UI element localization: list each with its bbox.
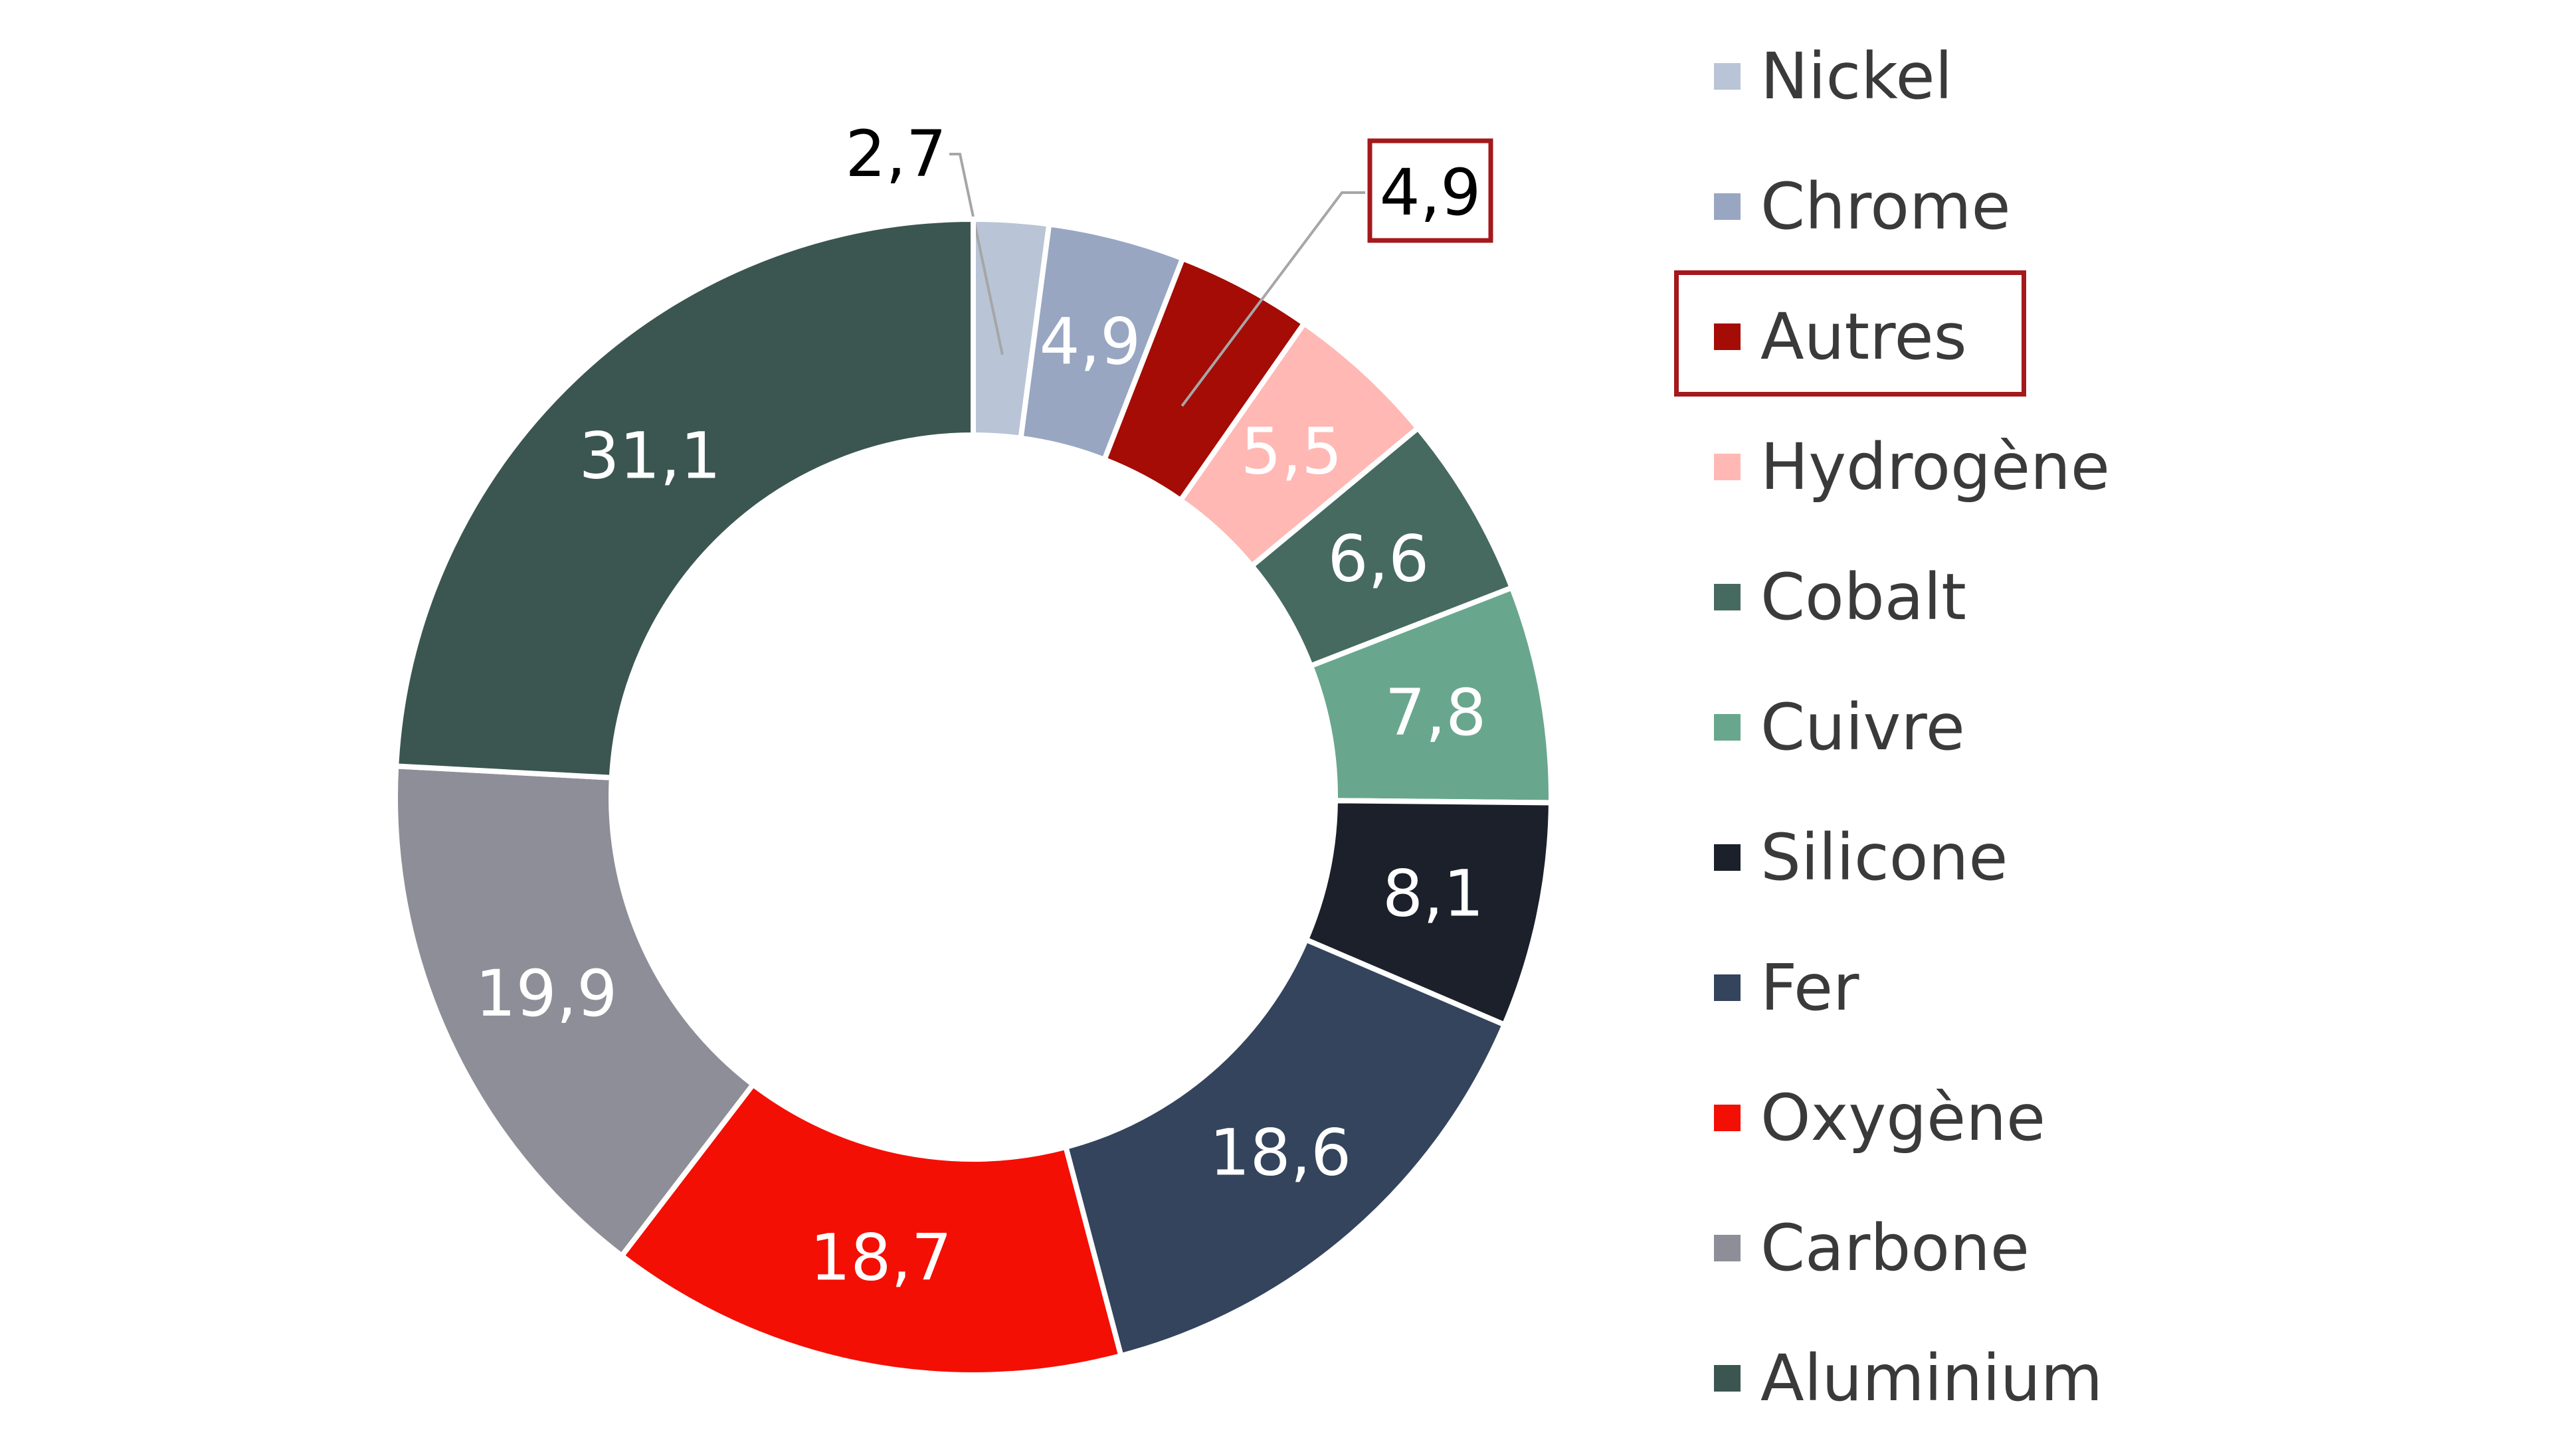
legend-swatch-cuivre xyxy=(1714,714,1741,741)
leader-line-nickel xyxy=(949,153,1004,355)
data-label-carbone: 19,9 xyxy=(476,956,618,1031)
legend-highlight-box-autres xyxy=(1674,270,2026,397)
data-label-autres: 4,9 xyxy=(1380,155,1481,230)
legend-item-carbone: Carbone xyxy=(1714,1212,2030,1285)
data-label-silicone: 8,1 xyxy=(1382,857,1484,931)
legend-swatch-silicone xyxy=(1714,844,1741,871)
legend-swatch-chrome xyxy=(1714,193,1741,220)
legend-item-autres: Autres xyxy=(1714,300,1967,373)
data-label-nickel: 2,7 xyxy=(845,117,947,191)
legend-swatch-cobalt xyxy=(1714,584,1741,610)
data-label-cobalt: 6,6 xyxy=(1327,521,1429,596)
legend-swatch-oxygene xyxy=(1714,1105,1741,1131)
legend-label-aluminium: Aluminium xyxy=(1760,1341,2103,1415)
legend-item-chrome: Chrome xyxy=(1714,170,2011,243)
slice-carbone xyxy=(393,763,757,1260)
data-label-cuivre: 7,8 xyxy=(1385,676,1487,750)
data-label-aluminium: 31,1 xyxy=(579,418,721,493)
legend-label-cobalt: Cobalt xyxy=(1760,560,1966,634)
legend-swatch-carbone xyxy=(1714,1235,1741,1261)
leader-line-autres xyxy=(1181,191,1365,407)
legend-item-hydrogene: Hydrogène xyxy=(1714,430,2110,503)
legend-item-fer: Fer xyxy=(1714,951,1859,1024)
legend-item-oxygene: Oxygène xyxy=(1714,1081,2045,1154)
legend-label-carbone: Carbone xyxy=(1760,1211,2030,1285)
data-label-fer: 18,6 xyxy=(1209,1116,1351,1190)
highlight-box-autres-value xyxy=(1367,138,1493,243)
slice-fer xyxy=(1062,936,1508,1359)
data-label-oxygene: 18,7 xyxy=(810,1221,952,1295)
legend-label-hydrogene: Hydrogène xyxy=(1760,430,2110,504)
legend-item-aluminium: Aluminium xyxy=(1714,1342,2103,1415)
legend-label-oxygene: Oxygène xyxy=(1760,1081,2046,1155)
legend-swatch-aluminium xyxy=(1714,1365,1741,1392)
legend-label-silicone: Silicone xyxy=(1760,820,2008,895)
legend-label-autres: Autres xyxy=(1760,300,1967,374)
slice-oxygene xyxy=(618,1081,1125,1378)
legend-swatch-nickel xyxy=(1714,63,1741,90)
legend-label-chrome: Chrome xyxy=(1760,169,2011,244)
legend-swatch-autres xyxy=(1714,323,1741,350)
legend-item-cobalt: Cobalt xyxy=(1714,561,1966,634)
legend-label-cuivre: Cuivre xyxy=(1760,690,1965,765)
data-label-hydrogene: 5,5 xyxy=(1241,414,1343,488)
legend-item-cuivre: Cuivre xyxy=(1714,691,1965,764)
legend-label-fer: Fer xyxy=(1760,951,1859,1025)
data-label-chrome: 4,9 xyxy=(1040,305,1141,379)
legend-swatch-hydrogene xyxy=(1714,454,1741,480)
legend-label-nickel: Nickel xyxy=(1760,39,1953,114)
legend-item-silicone: Silicone xyxy=(1714,821,2008,894)
legend-item-nickel: Nickel xyxy=(1714,40,1952,113)
slice-aluminium xyxy=(393,216,976,780)
legend-swatch-fer xyxy=(1714,974,1741,1001)
